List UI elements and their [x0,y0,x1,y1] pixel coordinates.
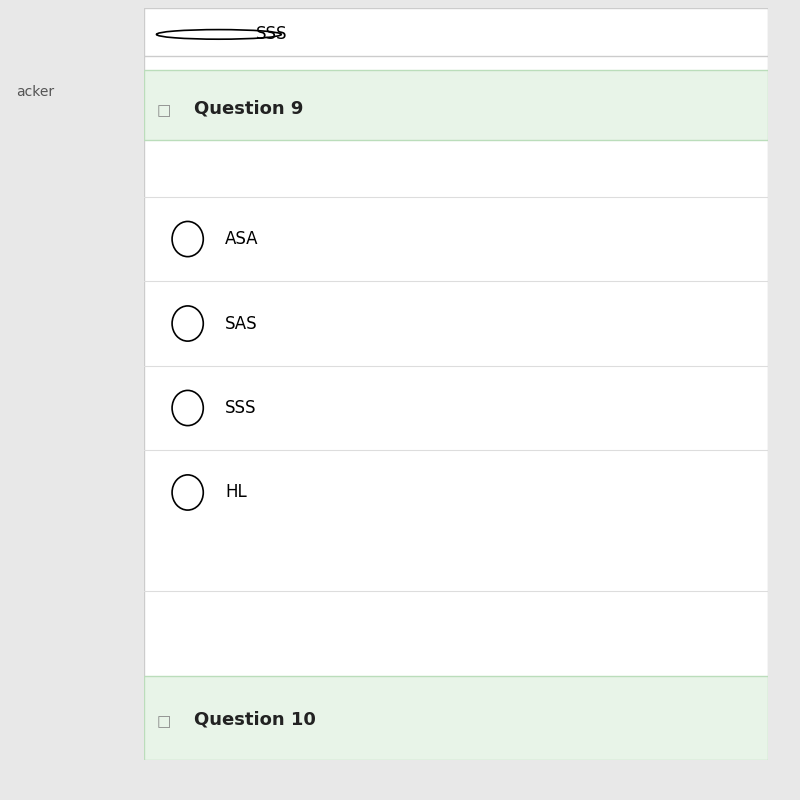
Text: D: D [543,451,559,470]
FancyBboxPatch shape [144,8,768,56]
Text: Which triangle congruence theorem is shown below?: Which triangle congruence theorem is sho… [193,149,633,166]
Text: SAS: SAS [225,314,258,333]
Text: C: C [589,233,603,251]
Text: HL: HL [225,483,247,502]
Text: SSS: SSS [225,399,257,417]
FancyBboxPatch shape [144,675,768,760]
Text: □: □ [157,102,171,118]
Text: A: A [253,431,267,450]
Text: Question 9: Question 9 [194,100,303,118]
Text: SSS: SSS [256,26,288,43]
Text: ASA: ASA [225,230,258,248]
Text: B: B [365,233,379,251]
Text: acker: acker [16,85,54,99]
Text: Question 10: Question 10 [194,710,316,728]
FancyBboxPatch shape [144,70,768,141]
FancyBboxPatch shape [144,56,768,760]
Text: □: □ [157,714,171,729]
